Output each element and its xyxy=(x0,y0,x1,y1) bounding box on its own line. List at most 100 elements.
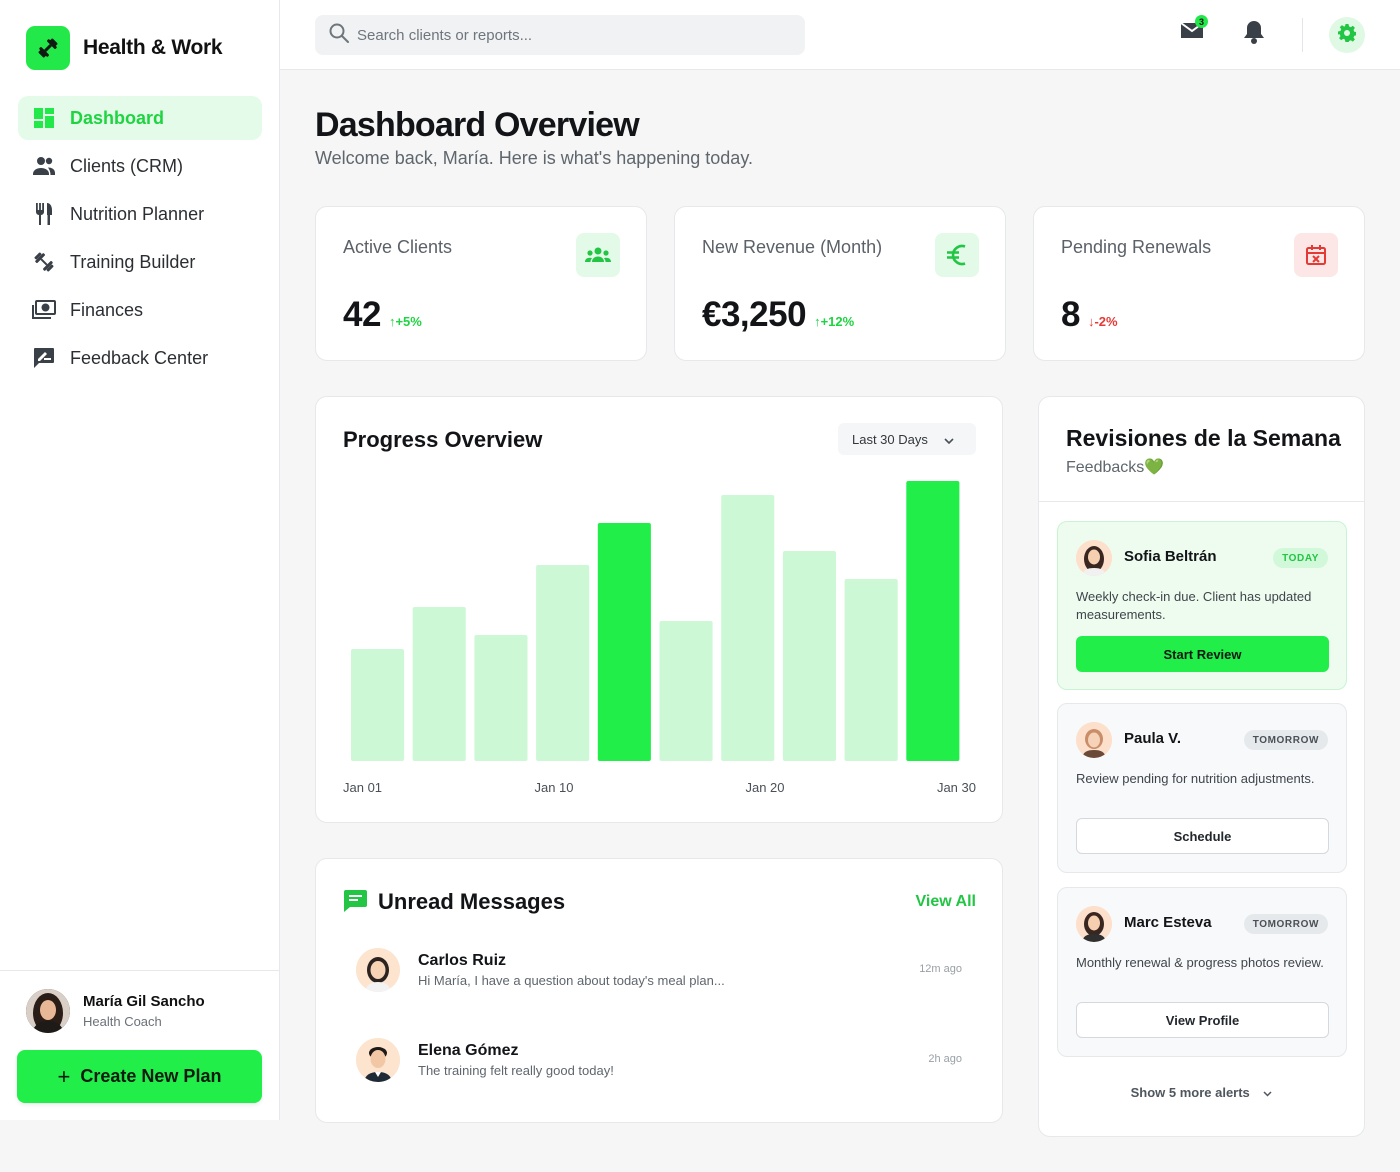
sidebar-item-feedback[interactable]: Feedback Center xyxy=(18,336,262,380)
review-item: Marc Esteva TOMORROW Monthly renewal & p… xyxy=(1057,887,1347,1057)
mail-icon xyxy=(1180,22,1204,44)
dashboard-icon xyxy=(32,106,56,130)
chart-bar xyxy=(412,607,466,761)
review-item: Paula V. TOMORROW Review pending for nut… xyxy=(1057,703,1347,873)
header-divider xyxy=(1302,18,1303,52)
chevron-down-icon xyxy=(944,432,954,447)
message-preview: The training felt really good today! xyxy=(418,1063,614,1078)
profile-name: María Gil Sancho xyxy=(83,993,205,1010)
stat-label: Active Clients xyxy=(343,237,453,257)
bell-icon xyxy=(1243,21,1265,49)
euro-icon xyxy=(935,233,979,277)
message-preview: Hi María, I have a question about today'… xyxy=(418,973,725,988)
stat-card-pending-renewals: Pending Renewals 8 ↓-2% xyxy=(1033,206,1365,361)
chat-icon xyxy=(344,890,367,917)
sidebar-item-label: Dashboard xyxy=(70,107,165,128)
sidebar-item-label: Nutrition Planner xyxy=(70,203,205,224)
sender-name: Carlos Ruiz xyxy=(418,952,507,969)
chart-bar xyxy=(659,621,713,761)
weekly-reviews-card: Revisiones de la Semana Feedbacks💚 Sofia… xyxy=(1038,396,1365,1137)
settings-button[interactable] xyxy=(1329,17,1365,53)
unread-messages-card: Unread Messages View All Carlos Ruiz Hi … xyxy=(315,858,1003,1123)
chevron-down-icon xyxy=(1263,1085,1272,1100)
sidebar-item-label: Finances xyxy=(70,299,144,320)
sidebar-item-nutrition[interactable]: Nutrition Planner xyxy=(18,192,262,236)
stat-change: ↑+5% xyxy=(388,314,422,329)
dumbbell-icon xyxy=(32,250,56,274)
plus-icon: + xyxy=(57,1063,71,1089)
start-review-button[interactable]: Start Review xyxy=(1076,636,1329,672)
chart-bar xyxy=(597,523,651,761)
view-all-link[interactable]: View All xyxy=(915,893,976,910)
stat-label: New Revenue (Month) xyxy=(702,237,883,257)
progress-overview-card: Progress Overview Last 30 Days Jan 01 Jan… xyxy=(315,396,1003,823)
main-nav: Dashboard Clients (CRM) Nutrition Planne… xyxy=(18,96,262,384)
search-bar[interactable] xyxy=(315,15,805,55)
users-icon xyxy=(32,154,56,178)
avatar xyxy=(356,1038,400,1082)
client-name: Sofia Beltrán xyxy=(1124,548,1217,565)
chart-bar xyxy=(906,481,960,761)
stat-card-active-clients: Active Clients 42 ↑+5% xyxy=(315,206,647,361)
sidebar-item-training[interactable]: Training Builder xyxy=(18,240,262,284)
calendar-x-icon xyxy=(1294,233,1338,277)
chart-bar xyxy=(721,495,775,761)
x-tick-label: Jan 30 xyxy=(937,780,976,795)
review-description: Monthly renewal & progress photos review… xyxy=(1076,955,1324,970)
avatar xyxy=(1076,722,1112,758)
sidebar-item-dashboard[interactable]: Dashboard xyxy=(18,96,262,140)
mail-button[interactable]: 3 xyxy=(1180,15,1208,44)
view-profile-button[interactable]: View Profile xyxy=(1076,1002,1329,1038)
progress-title: Progress Overview xyxy=(343,427,543,452)
dumbbell-logo-icon xyxy=(26,26,70,70)
chart-bar xyxy=(474,635,528,761)
stat-value: 8 ↓-2% xyxy=(1061,295,1118,334)
sidebar-item-clients[interactable]: Clients (CRM) xyxy=(18,144,262,188)
message-row[interactable]: Carlos Ruiz Hi María, I have a question … xyxy=(356,945,966,995)
stat-label: Pending Renewals xyxy=(1061,237,1212,257)
create-new-plan-label: Create New Plan xyxy=(80,1066,222,1086)
x-tick-label: Jan 01 xyxy=(343,780,382,795)
page-subtitle: Welcome back, María. Here is what's happ… xyxy=(315,148,753,168)
stat-value: 42 ↑+5% xyxy=(343,295,422,334)
search-icon xyxy=(329,23,349,48)
sidebar: Health & Work Dashboard Clients (CRM) Nu… xyxy=(0,0,280,1120)
chart-bar xyxy=(351,649,405,761)
feedback-icon xyxy=(32,346,56,370)
sidebar-item-label: Clients (CRM) xyxy=(70,155,184,176)
group-icon xyxy=(576,233,620,277)
date-range-select[interactable]: Last 30 Days xyxy=(838,423,976,455)
sidebar-item-finances[interactable]: Finances xyxy=(18,288,262,332)
messages-title: Unread Messages xyxy=(378,889,566,914)
reviews-subtitle: Feedbacks💚 xyxy=(1066,459,1165,476)
create-new-plan-button[interactable]: + Create New Plan xyxy=(17,1050,262,1103)
sidebar-item-label: Feedback Center xyxy=(70,347,209,368)
x-tick-label: Jan 20 xyxy=(745,780,784,795)
chart-bar xyxy=(536,565,590,761)
status-badge: TODAY xyxy=(1273,548,1328,568)
brand[interactable]: Health & Work xyxy=(26,26,223,70)
schedule-button[interactable]: Schedule xyxy=(1076,818,1329,854)
avatar xyxy=(356,948,400,992)
status-badge: TOMORROW xyxy=(1243,730,1328,750)
topbar: 3 xyxy=(280,0,1400,70)
fork-knife-icon xyxy=(32,202,56,226)
stat-change: ↑+12% xyxy=(814,314,855,329)
money-icon xyxy=(32,298,56,322)
divider xyxy=(1039,501,1364,502)
client-name: Paula V. xyxy=(1124,730,1181,747)
mail-count-badge: 3 xyxy=(1195,15,1208,28)
search-input[interactable] xyxy=(357,26,777,44)
review-item: Sofia Beltrán TODAY Weekly check-in due.… xyxy=(1057,521,1347,690)
chart-bar xyxy=(844,579,898,761)
review-description: Weekly check-in due. Client has updated … xyxy=(1076,589,1312,622)
brand-name: Health & Work xyxy=(83,36,223,59)
notifications-button[interactable] xyxy=(1243,19,1265,50)
avatar xyxy=(26,989,70,1033)
x-tick-label: Jan 10 xyxy=(534,780,573,795)
stat-card-new-revenue: New Revenue (Month) €3,250 ↑+12% xyxy=(674,206,1006,361)
message-row[interactable]: Elena Gómez The training felt really goo… xyxy=(356,1035,966,1085)
status-badge: TOMORROW xyxy=(1243,914,1328,934)
show-more-alerts-link[interactable]: Show 5 more alerts xyxy=(1039,1085,1364,1100)
user-profile[interactable]: María Gil Sancho Health Coach xyxy=(26,989,205,1033)
